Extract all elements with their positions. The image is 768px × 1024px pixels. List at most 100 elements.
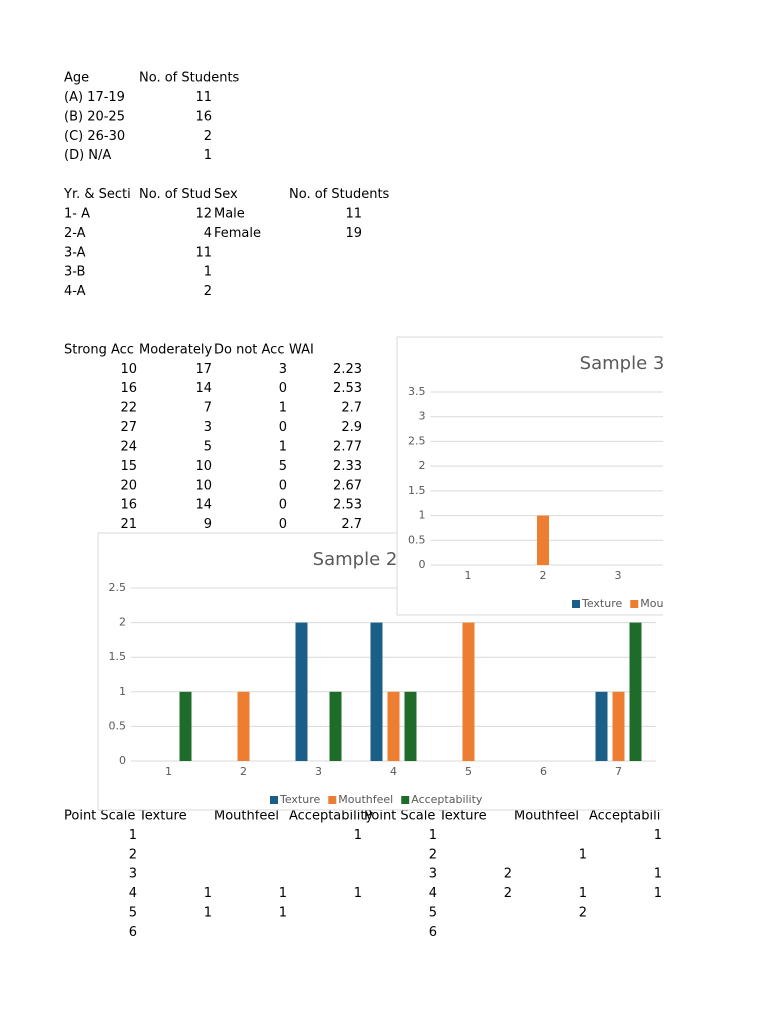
- y-tick-label: 0.5: [109, 719, 127, 732]
- chart-area: [396, 336, 663, 616]
- y-tick-label: 1: [419, 509, 426, 522]
- cell-text: 2.33: [333, 459, 362, 474]
- x-tick-label: 4: [390, 765, 397, 778]
- cell-text: 5: [279, 459, 287, 474]
- cell-text: 2: [204, 284, 212, 299]
- cell-text: 20: [120, 478, 137, 493]
- cell-text: Mouthfeel: [514, 808, 579, 823]
- cell-text: 2: [129, 847, 137, 862]
- cell-text: 1: [354, 886, 362, 901]
- x-tick-label: 3: [615, 569, 622, 582]
- cell-text: 1: [354, 828, 362, 843]
- cell-text: 0: [279, 478, 287, 493]
- cell-text: 2: [429, 847, 437, 862]
- x-tick-label: 5: [465, 765, 472, 778]
- cell-text: 1: [654, 867, 662, 882]
- bar: [387, 691, 400, 761]
- cell-text: (D) N/A: [64, 148, 111, 163]
- cell-text: 4: [204, 226, 212, 241]
- cell-text: 1: [429, 828, 437, 843]
- bar: [537, 515, 549, 565]
- cell-text: WAI: [289, 342, 314, 357]
- x-tick-label: 1: [465, 569, 472, 582]
- table: Point Scale Texture Mouthfeel Acceptabili 1 1…: [364, 808, 662, 940]
- cell-text: 2: [204, 129, 212, 144]
- x-tick-label: 3: [315, 765, 322, 778]
- chart: Sample 3 0 0.5 1 1.5 2 2.5 3 3.5 1 2 3 Texture Mou: [396, 336, 665, 616]
- cell-text: No. of Students: [139, 71, 240, 86]
- cell-text: 5: [129, 906, 137, 921]
- legend-label: Mou: [640, 597, 663, 610]
- y-tick-label: 0: [419, 558, 426, 571]
- cell-text: 10: [195, 478, 212, 493]
- y-tick-label: 3.5: [408, 385, 426, 398]
- cell-text: Male: [214, 206, 245, 221]
- bar: [237, 691, 250, 761]
- cell-text: No. of Stud: [139, 187, 211, 202]
- cell-text: 17: [195, 362, 212, 377]
- chart-title: Sample 2: [313, 549, 398, 570]
- chart-title: Sample 3: [580, 353, 665, 374]
- cell-text: 4: [129, 886, 137, 901]
- cell-text: 1: [204, 906, 212, 921]
- cell-text: 1: [204, 148, 212, 163]
- cell-text: 0: [279, 381, 287, 396]
- cell-text: Strong Acc: [64, 342, 134, 357]
- y-tick-label: 1: [119, 685, 126, 698]
- x-tick-label: 1: [165, 765, 172, 778]
- cell-text: Acceptabili: [589, 808, 660, 823]
- bar: [612, 691, 625, 761]
- cell-text: 2.7: [341, 517, 362, 532]
- cell-text: 15: [120, 459, 137, 474]
- cell-text: 5: [429, 906, 437, 921]
- legend-label: Mouthfeel: [338, 793, 393, 806]
- y-tick-label: 2: [419, 459, 426, 472]
- cell-text: 3-A: [64, 245, 86, 260]
- table: Point Scale Texture Mouthfeel Acceptability…: [64, 808, 373, 940]
- cell-text: 2: [504, 886, 512, 901]
- cell-text: 24: [120, 439, 137, 454]
- cell-text: 0: [279, 498, 287, 513]
- bar: [329, 691, 342, 761]
- y-tick-label: 0: [119, 754, 126, 767]
- cell-text: 2: [579, 906, 587, 921]
- cell-text: 11: [195, 245, 212, 260]
- cell-text: Point Scale: [64, 808, 135, 823]
- cell-text: 2-A: [64, 226, 86, 241]
- cell-text: 1: [204, 886, 212, 901]
- cell-text: 10: [120, 362, 137, 377]
- cell-text: (C) 26-30: [64, 129, 125, 144]
- cell-text: 2.53: [333, 381, 362, 396]
- legend-swatch: [630, 600, 639, 608]
- bar: [370, 622, 383, 761]
- cell-text: Age: [64, 71, 89, 86]
- y-tick-label: 1.5: [408, 484, 426, 497]
- legend-swatch: [401, 796, 410, 804]
- cell-text: 2.23: [333, 362, 362, 377]
- cell-text: 1: [129, 828, 137, 843]
- cell-text: 11: [345, 206, 362, 221]
- table: Sex No. of Students Male 11 Female 19: [214, 187, 390, 241]
- cell-text: 3: [129, 867, 137, 882]
- cell-text: 1: [654, 828, 662, 843]
- cell-text: Texture: [138, 808, 187, 823]
- cell-text: 22: [120, 401, 137, 416]
- bar: [404, 691, 417, 761]
- cell-text: 7: [204, 401, 212, 416]
- cell-text: 4-A: [64, 284, 86, 299]
- y-tick-label: 2.5: [408, 434, 426, 447]
- cell-text: 1: [279, 401, 287, 416]
- x-tick-label: 6: [540, 765, 547, 778]
- cell-text: 1: [579, 847, 587, 862]
- y-tick-label: 0.5: [408, 533, 426, 546]
- cell-text: 0: [279, 517, 287, 532]
- cell-text: 2.67: [333, 478, 362, 493]
- cell-text: 2.7: [341, 401, 362, 416]
- cell-text: 2.53: [333, 498, 362, 513]
- y-tick-label: 2: [119, 616, 126, 629]
- cell-text: 2.77: [333, 439, 362, 454]
- cell-text: 10: [195, 459, 212, 474]
- y-tick-label: 1.5: [109, 650, 127, 663]
